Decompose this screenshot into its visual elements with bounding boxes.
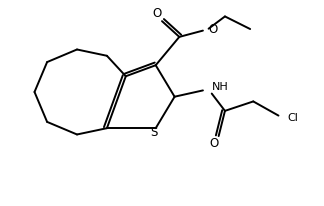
Text: Cl: Cl	[287, 113, 298, 123]
Text: O: O	[153, 7, 162, 20]
Text: NH: NH	[212, 82, 229, 92]
Text: O: O	[208, 23, 217, 36]
Text: O: O	[209, 137, 219, 150]
Text: S: S	[150, 126, 157, 139]
